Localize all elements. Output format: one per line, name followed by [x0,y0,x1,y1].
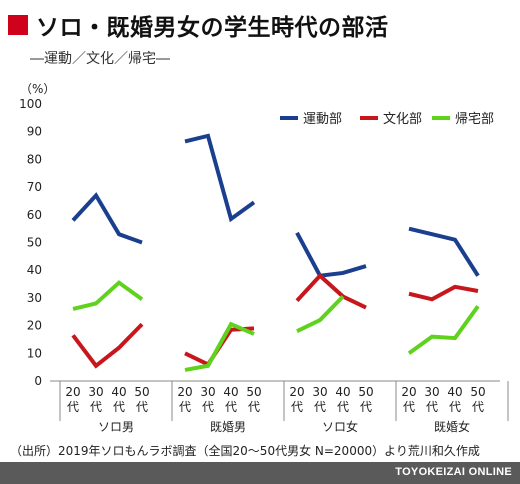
y-tick-label: 40 [27,263,42,277]
x-tick-label: 50 [470,385,485,399]
x-tick-label: 50 [358,385,373,399]
x-tick-label: 代 [136,400,148,414]
x-tick-label: 代 [248,400,260,414]
x-tick-label: 代 [202,400,214,414]
x-tick-label: 代 [179,400,191,414]
chart-subtitle: ―運動／文化／帰宅― [30,51,170,67]
x-tick-label: 40 [447,385,462,399]
legend-label: 帰宅部 [455,111,494,127]
y-tick-label: 100 [19,97,42,111]
x-tick-label: 代 [314,400,326,414]
x-tick-label: 代 [90,400,102,414]
series-line [72,280,144,311]
x-tick-label: 代 [337,400,349,414]
x-tick-label: 20 [65,385,80,399]
x-tick-label: 30 [200,385,215,399]
x-tick-label: 20 [401,385,416,399]
y-tick-label: 70 [27,180,42,194]
group-label: ソロ男 [98,420,134,434]
x-tick-label: 50 [246,385,261,399]
x-tick-label: 40 [335,385,350,399]
y-unit-label: （%） [20,82,55,96]
y-tick-label: 90 [27,125,42,139]
group-label: 既婚男 [210,420,246,434]
series-line [296,295,345,333]
y-tick-label: 60 [27,208,42,222]
line-chart: （%）010203040506070809010020代30代40代50代ソロ男… [19,82,509,434]
x-tick-label: 代 [291,400,303,414]
title-row: ソロ・既婚男女の学生時代の部活 [8,10,389,41]
series-line [295,272,367,310]
source-note: （出所）2019年ソロもんラボ調査（全国20〜50代男女 N=20000）より荒… [10,444,480,458]
series-line [71,192,143,245]
y-tick-label: 0 [34,374,42,388]
series-line [408,226,480,277]
x-tick-label: 代 [472,400,484,414]
x-tick-label: 代 [449,400,461,414]
series-line [71,322,144,369]
series-line [295,231,367,278]
y-tick-label: 80 [27,152,42,166]
x-tick-label: 20 [177,385,192,399]
x-tick-label: 40 [223,385,238,399]
x-tick-label: 30 [88,385,103,399]
legend-label: 文化部 [383,112,422,127]
y-tick-label: 50 [27,236,42,250]
x-tick-label: 20 [289,385,304,399]
group-label: ソロ女 [322,419,358,434]
publisher-credit: TOYOKEIZAI ONLINE [395,466,512,478]
y-tick-label: 20 [27,319,42,333]
x-tick-label: 代 [113,400,125,414]
y-tick-label: 30 [27,291,42,305]
series-line [407,305,480,355]
x-tick-label: 30 [424,385,439,399]
x-tick-label: 代 [360,400,372,414]
chart-title: ソロ・既婚男女の学生時代の部活 [36,15,389,41]
series-line [184,321,255,372]
footer-bar: TOYOKEIZAI ONLINE [0,462,520,484]
x-tick-label: 代 [403,400,415,414]
y-tick-label: 10 [27,346,42,360]
title-marker [8,15,28,35]
group-label: 既婚女 [434,419,470,434]
series-line [408,284,479,302]
legend-label: 運動部 [303,112,342,127]
x-tick-label: 代 [67,400,79,414]
x-tick-label: 代 [225,400,237,414]
x-tick-label: 代 [426,400,438,414]
x-tick-label: 30 [312,385,327,399]
series-line [184,133,256,223]
x-tick-label: 40 [111,385,126,399]
x-tick-label: 50 [134,385,149,399]
